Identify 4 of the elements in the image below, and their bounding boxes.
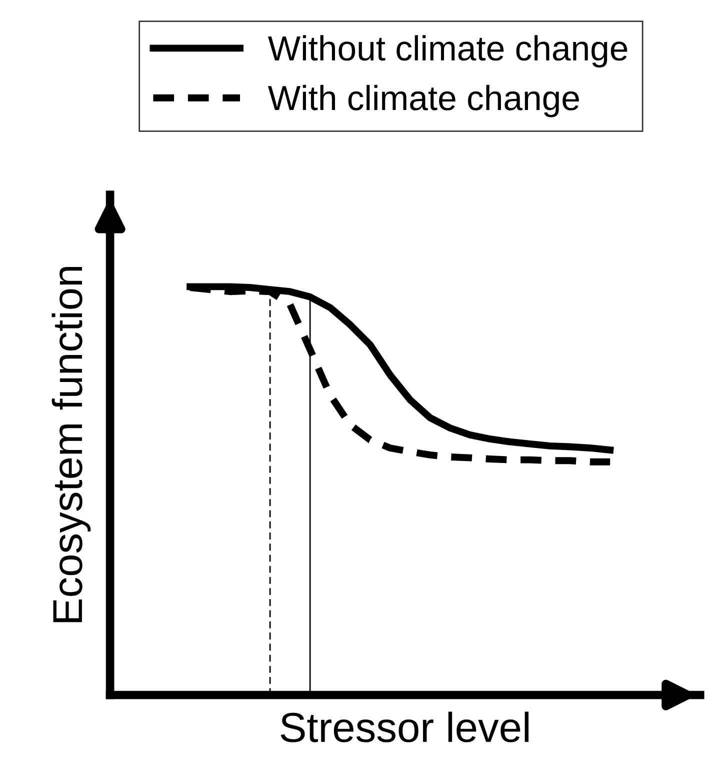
x-axis-title: Stressor level	[280, 712, 528, 742]
legend-label: Without climate change	[268, 35, 628, 68]
y-axis-title: Ecosystem function	[52, 266, 91, 622]
legend-label: With climate change	[268, 84, 579, 118]
